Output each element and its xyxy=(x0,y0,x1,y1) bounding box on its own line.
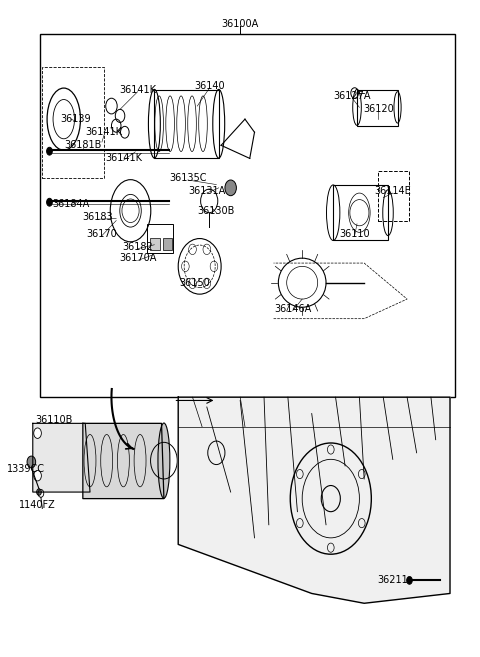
Bar xyxy=(333,185,388,240)
Text: 36211: 36211 xyxy=(377,576,408,585)
Text: 36141K: 36141K xyxy=(119,85,156,95)
Text: 36140: 36140 xyxy=(194,81,225,91)
Text: 36181B: 36181B xyxy=(64,141,102,150)
Circle shape xyxy=(225,180,236,196)
Text: 36110: 36110 xyxy=(339,229,370,238)
Polygon shape xyxy=(178,397,450,603)
Text: 36182: 36182 xyxy=(122,242,153,252)
Text: 36139: 36139 xyxy=(60,114,91,124)
Text: 36170: 36170 xyxy=(86,229,117,238)
Text: 36130B: 36130B xyxy=(198,206,235,215)
Circle shape xyxy=(36,489,41,495)
Bar xyxy=(42,67,104,178)
Text: 36100A: 36100A xyxy=(222,19,259,30)
Bar xyxy=(147,224,173,253)
Circle shape xyxy=(27,456,36,468)
Polygon shape xyxy=(33,423,90,492)
Text: 1140FZ: 1140FZ xyxy=(19,500,56,510)
Ellipse shape xyxy=(158,423,170,498)
Text: 36131A: 36131A xyxy=(188,186,226,196)
Text: 36114E: 36114E xyxy=(374,186,411,196)
Text: 36170A: 36170A xyxy=(119,254,156,263)
Text: 1339CC: 1339CC xyxy=(7,464,45,474)
Circle shape xyxy=(34,470,41,481)
Bar xyxy=(378,171,409,221)
Text: 36135C: 36135C xyxy=(169,173,206,183)
Text: 36127A: 36127A xyxy=(334,91,371,101)
Circle shape xyxy=(407,576,412,584)
Circle shape xyxy=(47,147,52,155)
Circle shape xyxy=(47,198,52,206)
Text: 36184A: 36184A xyxy=(52,199,90,209)
Polygon shape xyxy=(83,423,164,499)
Bar xyxy=(40,34,455,397)
Text: 36141K: 36141K xyxy=(105,153,142,164)
Text: 36110B: 36110B xyxy=(36,415,73,425)
Circle shape xyxy=(34,428,41,438)
Bar xyxy=(155,90,219,158)
Bar xyxy=(163,238,171,250)
Text: 36120: 36120 xyxy=(363,104,394,114)
Text: 36150: 36150 xyxy=(180,278,210,288)
Text: 36141K: 36141K xyxy=(86,127,123,137)
Text: 36146A: 36146A xyxy=(274,304,311,314)
Bar xyxy=(357,90,397,125)
Text: 36183: 36183 xyxy=(82,212,112,222)
Bar xyxy=(150,238,160,250)
